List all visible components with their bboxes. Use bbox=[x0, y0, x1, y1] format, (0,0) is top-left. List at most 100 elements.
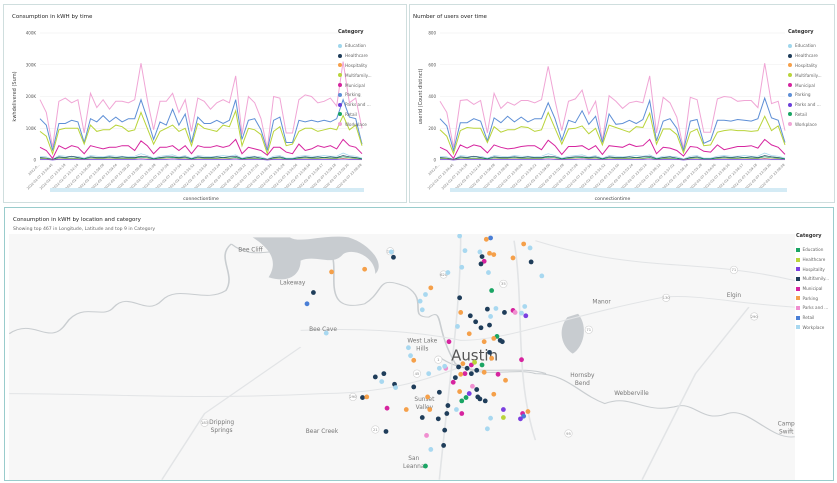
y-tick-label: 100K bbox=[26, 126, 37, 131]
legend-item[interactable]: Workplace bbox=[796, 323, 829, 333]
legend-label: Parking bbox=[795, 92, 811, 98]
legend-item[interactable]: Parking bbox=[796, 293, 829, 303]
legend-item[interactable]: Municipal bbox=[788, 80, 822, 90]
y-tick-label: 400 bbox=[428, 94, 436, 99]
map-point-workplace bbox=[522, 304, 528, 309]
legend-swatch bbox=[788, 73, 792, 78]
legend-item[interactable]: Municipal bbox=[338, 80, 372, 90]
map-point-multifamily bbox=[487, 322, 492, 328]
legend-label: Parks and ... bbox=[802, 305, 829, 311]
legend-label: Hospitality bbox=[345, 62, 368, 68]
legend-item[interactable]: Parking bbox=[788, 90, 822, 100]
map-point-multifamily bbox=[391, 254, 396, 260]
highway-number: 21 bbox=[373, 428, 378, 432]
place-label-sanleanna2: Leanna bbox=[403, 464, 425, 470]
map-point-parking bbox=[362, 266, 368, 272]
legend-item[interactable]: Multifamily... bbox=[788, 70, 822, 80]
map-point-workplace bbox=[486, 270, 491, 275]
map-point-multifamily bbox=[473, 319, 479, 325]
y-tick-label: 300K bbox=[26, 62, 37, 67]
chart-title: Consumption in kWH by time bbox=[12, 14, 93, 20]
map-point-multifamily bbox=[435, 416, 441, 422]
legend-item[interactable]: Parks and ... bbox=[796, 303, 829, 313]
legend-label: Healthcare bbox=[345, 53, 368, 59]
map-point-healthcare bbox=[472, 359, 477, 365]
map-point-multifamily bbox=[528, 259, 534, 265]
map-base-layer bbox=[9, 234, 795, 480]
map-point-workplace bbox=[323, 330, 329, 336]
legend-item[interactable]: Parks and ... bbox=[788, 100, 822, 110]
legend-item[interactable]: Education bbox=[788, 41, 822, 51]
legend-item[interactable]: Multifamily... bbox=[338, 70, 372, 80]
legend-item[interactable]: Multifamily... bbox=[796, 274, 829, 284]
legend-item[interactable]: Education bbox=[796, 245, 829, 255]
map-point-workplace bbox=[539, 273, 545, 279]
legend-item[interactable]: Education bbox=[338, 41, 372, 51]
legend-item[interactable]: Healthcare bbox=[788, 51, 822, 61]
map-point-workplace bbox=[455, 324, 460, 329]
legend-label: Retail bbox=[802, 315, 815, 321]
legend-item[interactable]: Hospitality bbox=[796, 264, 829, 274]
legend-item[interactable]: Parks and ... bbox=[338, 100, 372, 110]
legend-title: Category bbox=[338, 29, 364, 35]
legend-item[interactable]: Retail bbox=[338, 110, 372, 120]
y-axis-label: kwhdelivered (Sum) bbox=[12, 71, 18, 121]
map-point-workplace bbox=[519, 310, 524, 316]
series-line-municipal bbox=[39, 138, 363, 160]
legend-swatch bbox=[338, 43, 342, 48]
legend-item[interactable]: Healthcare bbox=[338, 51, 372, 61]
place-label-camp1: Camp bbox=[778, 422, 795, 428]
map-canvas[interactable]: Lakeway Bee Cave West Lake Hills Austin Manor… bbox=[9, 234, 795, 480]
map-point-parking bbox=[425, 394, 431, 400]
map-point-municipal bbox=[481, 258, 487, 264]
highway-shield bbox=[348, 392, 357, 401]
legend-item[interactable]: Retail bbox=[796, 313, 829, 323]
consumption-line-chart: 0 100K 200K 300K 400K kwhdelivered (Sum) 2022-… bbox=[12, 31, 364, 202]
map-point-parking bbox=[491, 335, 497, 341]
map-point-workplace bbox=[462, 248, 468, 254]
y-tick-label: 200K bbox=[26, 94, 37, 99]
road bbox=[438, 234, 462, 480]
map-point-retail bbox=[521, 413, 527, 419]
legend-item[interactable]: Hospitality bbox=[338, 61, 372, 71]
map-point-multifamily bbox=[478, 261, 484, 267]
map-point-multifamily bbox=[467, 313, 473, 319]
highway-shield bbox=[434, 355, 443, 364]
legend-label: Workplace bbox=[795, 121, 817, 127]
map-point-retail bbox=[304, 301, 310, 307]
x-scrollbar[interactable] bbox=[50, 188, 364, 192]
legend-swatch bbox=[796, 296, 800, 301]
legend-swatch bbox=[788, 92, 792, 97]
legend-item[interactable]: Municipal bbox=[796, 284, 829, 294]
map-point-multifamily bbox=[411, 384, 417, 390]
legend-swatch bbox=[796, 286, 800, 291]
series-line-parksand bbox=[440, 158, 786, 161]
legend-item[interactable]: Healthcare bbox=[796, 255, 829, 265]
legend-label: Parks and ... bbox=[345, 102, 371, 108]
road bbox=[9, 366, 462, 398]
map-point-workplace bbox=[379, 379, 385, 385]
map-point-parking bbox=[458, 310, 464, 315]
y-tick-label: 800 bbox=[428, 31, 436, 36]
legend-item[interactable]: Workplace bbox=[788, 119, 822, 129]
legend-swatch bbox=[338, 102, 342, 107]
legend-item[interactable]: Parking bbox=[338, 90, 372, 100]
map-point-education bbox=[423, 463, 428, 469]
map-point-parking bbox=[458, 371, 464, 377]
map-point-multifamily bbox=[468, 371, 474, 377]
legend-item[interactable]: Retail bbox=[788, 110, 822, 120]
legend-swatch bbox=[788, 122, 792, 127]
legend-item[interactable]: Hospitality bbox=[788, 61, 822, 71]
map-point-parking bbox=[483, 236, 489, 242]
x-scrollbar[interactable] bbox=[450, 188, 787, 192]
legend-item[interactable]: Workplace bbox=[338, 119, 372, 129]
legend-label: Parking bbox=[802, 295, 819, 301]
y-tick-label: 0 bbox=[33, 158, 36, 163]
legend-swatch bbox=[338, 63, 342, 68]
map-point-workplace bbox=[488, 314, 493, 319]
map-point-parking bbox=[521, 241, 527, 247]
map-point-multifamily bbox=[478, 325, 484, 331]
map-point-multifamily bbox=[479, 254, 485, 260]
highway-shield bbox=[729, 265, 738, 274]
map-point-parking bbox=[364, 394, 370, 400]
